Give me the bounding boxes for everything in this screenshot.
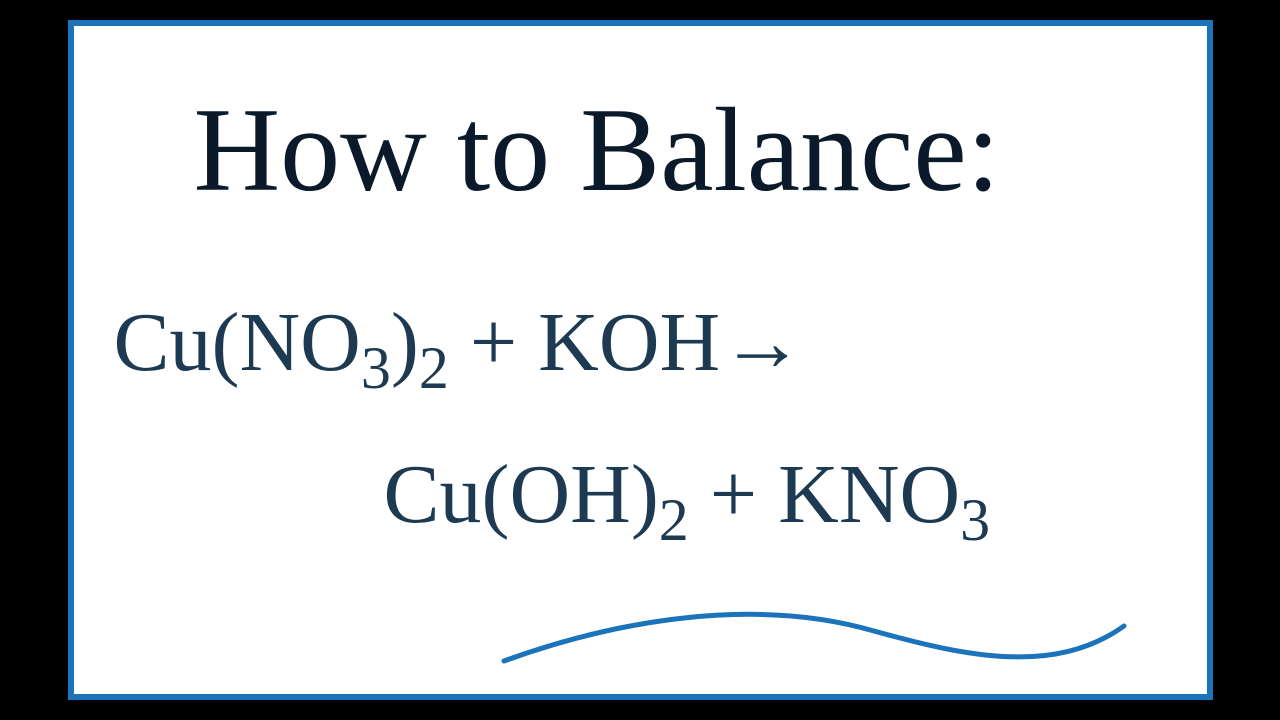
equation-reactants: Cu(NO3)2 + KOH→ bbox=[114, 294, 805, 391]
underline-swoosh bbox=[494, 586, 1134, 696]
equation-products: Cu(OH)2 + KNO3 bbox=[384, 446, 991, 543]
slide-title: How to Balance: bbox=[194, 81, 1000, 219]
slide-frame: How to Balance: Cu(NO3)2 + KOH→ Cu(OH)2 … bbox=[68, 20, 1213, 700]
